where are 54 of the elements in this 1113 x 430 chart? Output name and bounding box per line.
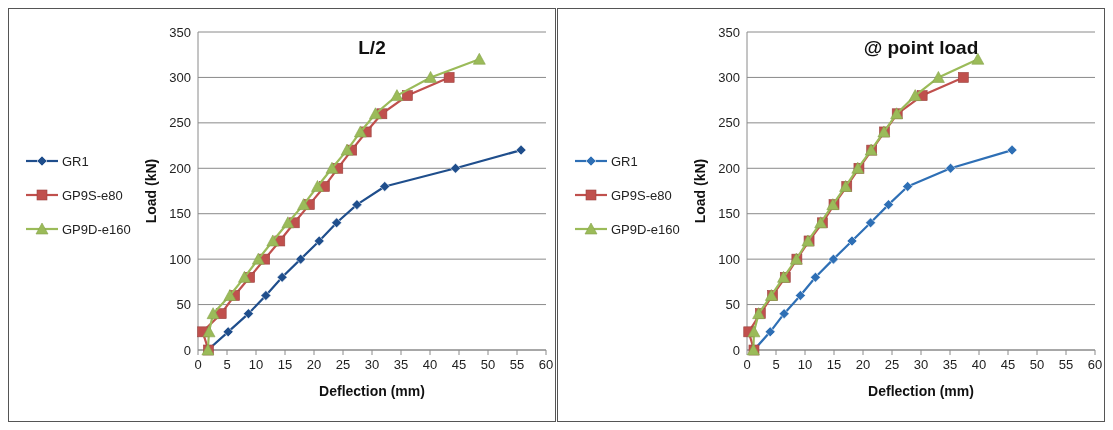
x-tick-label: 5: [223, 357, 231, 372]
x-tick-label: 55: [1058, 357, 1074, 372]
x-tick-label: 35: [393, 357, 409, 372]
x-tick-label: 10: [248, 357, 264, 372]
x-tick-label: 30: [364, 357, 380, 372]
x-tick-label: 60: [538, 357, 554, 372]
x-tick-label: 40: [422, 357, 438, 372]
y-tick-label: 300: [718, 69, 740, 85]
x-axis-title: Deflection (mm): [868, 383, 974, 399]
legend-label: GR1: [611, 154, 638, 169]
y-tick-label: 100: [718, 251, 740, 267]
legend-label: GP9D-e160: [611, 222, 680, 237]
y-tick-label: 250: [718, 115, 740, 131]
x-tick-label: 35: [942, 357, 958, 372]
x-tick-label: 45: [451, 357, 467, 372]
legend-label: GP9D-e160: [62, 222, 131, 237]
y-tick-label: 200: [718, 160, 740, 176]
y-tick-label: 300: [169, 69, 191, 85]
x-tick-label: 30: [913, 357, 929, 372]
y-tick-label: 150: [169, 206, 191, 222]
x-tick-label: 0: [194, 357, 202, 372]
legend-label: GR1: [62, 154, 89, 169]
legend-label: GP9S-e80: [611, 188, 672, 203]
y-tick-label: 150: [718, 206, 740, 222]
y-tick-label: 50: [725, 297, 740, 313]
y-tick-label: 350: [169, 24, 191, 40]
y-tick-label: 200: [169, 160, 191, 176]
x-tick-label: 10: [797, 357, 813, 372]
y-tick-label: 50: [176, 297, 191, 313]
y-axis-title: Load (kN): [143, 158, 159, 224]
x-tick-label: 20: [855, 357, 871, 372]
x-tick-label: 20: [306, 357, 322, 372]
x-tick-label: 50: [1029, 357, 1045, 372]
x-tick-label: 25: [884, 357, 900, 372]
x-tick-label: 50: [480, 357, 496, 372]
x-tick-label: 45: [1000, 357, 1016, 372]
x-tick-label: 60: [1087, 357, 1103, 372]
legend-label: GP9S-e80: [62, 188, 123, 203]
chart-title: @ point load: [863, 37, 979, 58]
x-tick-label: 25: [335, 357, 351, 372]
y-tick-label: 100: [169, 251, 191, 267]
y-tick-label: 0: [732, 342, 740, 358]
chart-title: L/2: [358, 37, 386, 58]
x-tick-label: 15: [277, 357, 293, 372]
y-axis-title: Load (kN): [692, 158, 708, 224]
y-tick-label: 350: [718, 24, 740, 40]
y-tick-label: 250: [169, 115, 191, 131]
x-tick-label: 5: [772, 357, 780, 372]
x-tick-label: 0: [743, 357, 751, 372]
x-axis-title: Deflection (mm): [319, 383, 425, 399]
x-tick-label: 15: [826, 357, 842, 372]
x-tick-label: 55: [509, 357, 525, 372]
y-tick-label: 0: [183, 342, 191, 358]
x-tick-label: 40: [971, 357, 987, 372]
